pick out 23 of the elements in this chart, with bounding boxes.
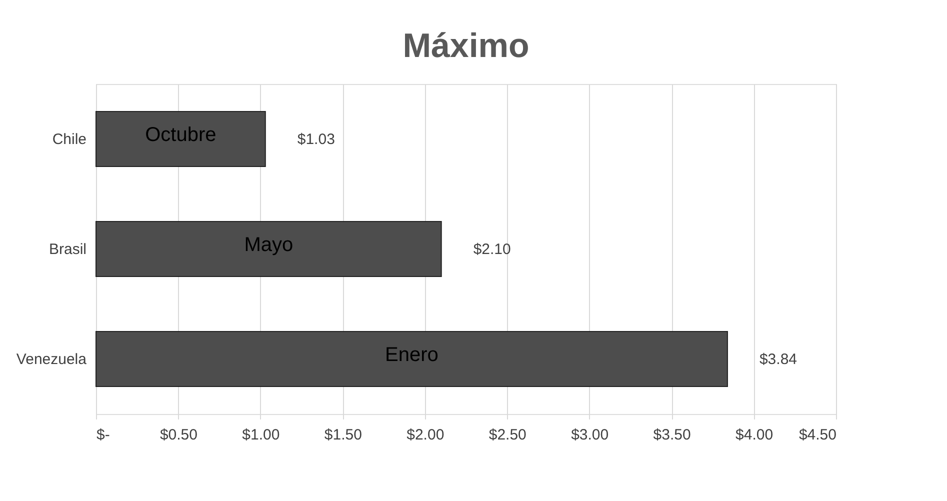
annotation: Mayo	[244, 234, 294, 256]
x-tick-label: $-	[96, 426, 110, 444]
annotation: Enero	[385, 344, 438, 366]
x-tick-label: $3.00	[571, 426, 609, 444]
bar	[96, 221, 442, 277]
x-tick-label: $2.50	[488, 426, 526, 444]
data-label: $2.10	[473, 241, 511, 258]
x-tick-label: $4.00	[736, 426, 774, 444]
data-label: $3.84	[759, 351, 798, 368]
x-tick-label: $3.50	[653, 426, 691, 444]
y-tick-label: Venezuela	[16, 351, 88, 368]
bar	[96, 331, 728, 387]
x-tick-label: $2.00	[406, 426, 444, 444]
y-tick-label: Chile	[52, 131, 86, 148]
annotation: Octubre	[145, 124, 216, 146]
chart-title: Máximo	[402, 27, 530, 65]
x-tick-label: $4.50	[798, 426, 836, 444]
data-label: $1.03	[297, 131, 335, 148]
x-tick-label: $1.00	[242, 426, 280, 444]
y-tick-label: Brasil	[48, 241, 86, 258]
x-tick-label: $1.50	[324, 426, 362, 444]
x-tick-label: $0.50	[160, 426, 198, 444]
bar	[96, 111, 266, 167]
